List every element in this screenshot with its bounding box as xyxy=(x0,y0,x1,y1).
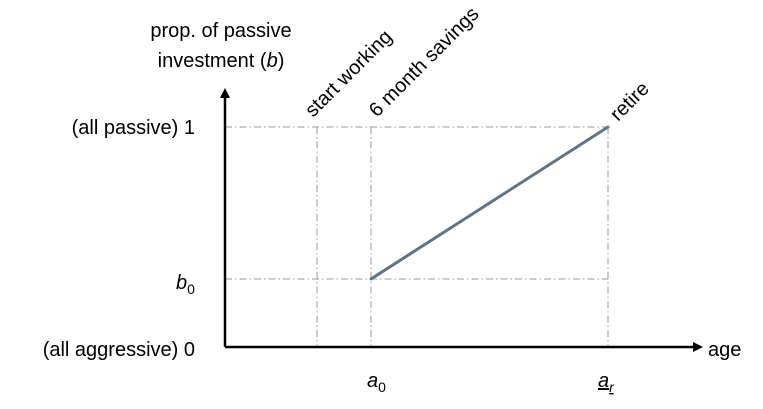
y-axis-label-line2: investment (b) xyxy=(158,50,285,72)
annotation-six-month-savings: 6 month savings xyxy=(365,3,484,122)
y-tick-top: (all passive) 1 xyxy=(72,117,195,139)
y-tick-b0: b0 xyxy=(176,272,195,297)
y-axis-label-line1: prop. of passive xyxy=(150,20,291,42)
glide-path-line xyxy=(369,125,610,281)
y-tick-bottom: (all aggressive) 0 xyxy=(43,339,195,361)
x-axis-label: age xyxy=(708,339,741,361)
annotation-retire: retire xyxy=(606,78,654,126)
x-tick-a0: a0 xyxy=(367,370,386,395)
x-tick-ar: ar xyxy=(598,370,615,395)
